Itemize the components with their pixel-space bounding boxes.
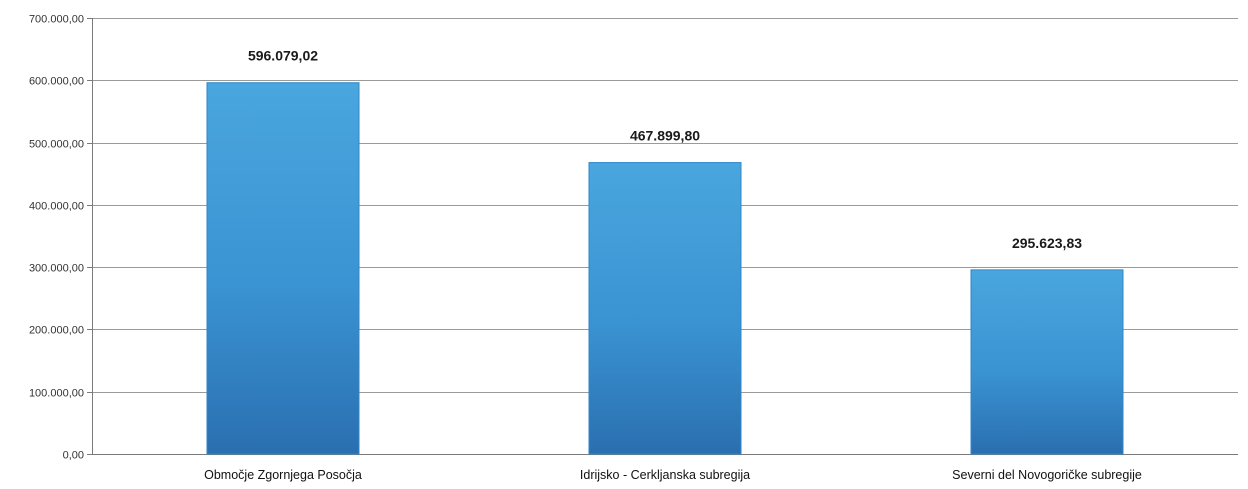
data-labels: 596.079,02 467.899,80 295.623,83 xyxy=(248,48,1082,251)
bar xyxy=(588,162,742,455)
category-label: Območje Zgornjega Posočja xyxy=(204,468,362,482)
bars xyxy=(206,82,1124,455)
bar xyxy=(206,82,360,455)
y-tick-label: 100.000,00 xyxy=(29,388,84,400)
bar-value-label: 596.079,02 xyxy=(248,48,318,64)
y-tick-label: 400.000,00 xyxy=(29,201,84,213)
y-tick-label: 300.000,00 xyxy=(29,263,84,275)
bar-value-label: 295.623,83 xyxy=(1012,235,1082,251)
category-label: Severni del Novogoričke subregije xyxy=(952,468,1142,482)
y-tick-label: 500.000,00 xyxy=(29,139,84,151)
category-label: Idrijsko - Cerkljanska subregija xyxy=(580,468,750,482)
y-tick-label: 0,00 xyxy=(63,450,84,462)
bar xyxy=(970,269,1124,455)
y-axis-tick-labels: 0,00 100.000,00 200.000,00 300.000,00 400.00… xyxy=(29,14,84,462)
x-axis-category-labels: Območje Zgornjega Posočja Idrijsko - Cerk… xyxy=(204,468,1142,482)
y-tick-label: 600.000,00 xyxy=(29,76,84,88)
bar-value-label: 467.899,80 xyxy=(630,128,700,144)
y-tick-label: 200.000,00 xyxy=(29,325,84,337)
y-tick-label: 700.000,00 xyxy=(29,14,84,26)
